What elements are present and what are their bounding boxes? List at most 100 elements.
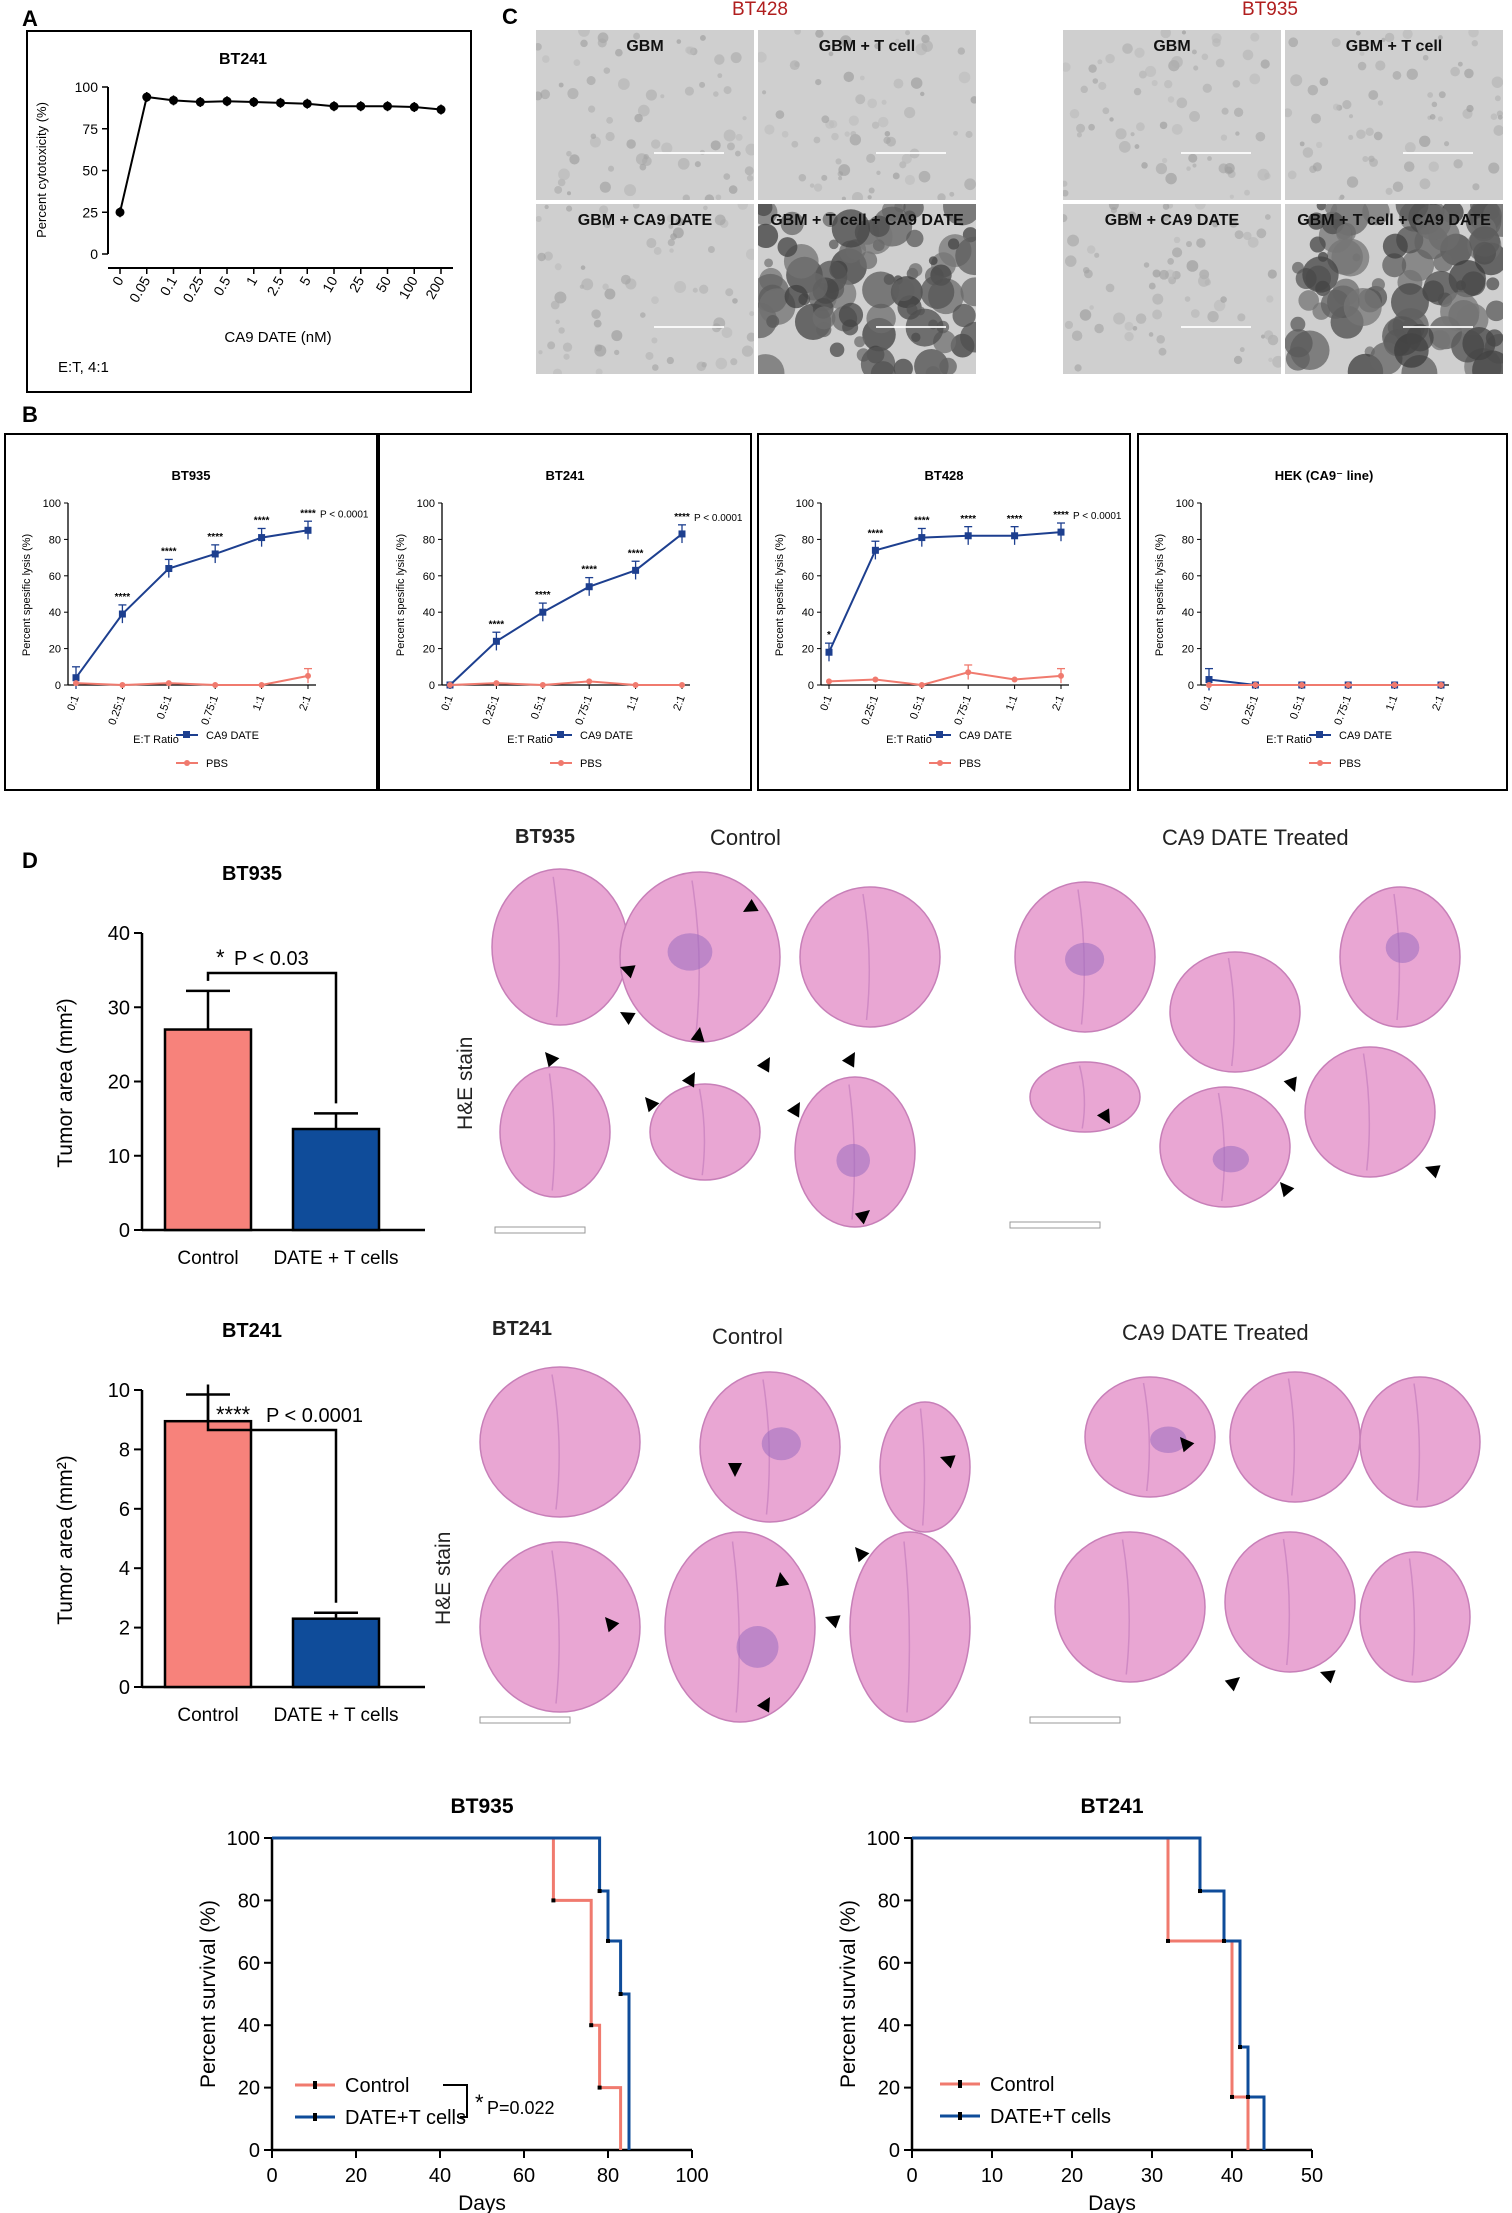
cell-blob xyxy=(1144,65,1157,78)
cell-blob xyxy=(762,90,767,95)
chart-b2-point xyxy=(492,637,500,645)
chart-b1: BT935 0 20 40 60 80 100 Percent spesific lysis … xyxy=(21,468,369,770)
cell-blob xyxy=(1152,309,1163,320)
cell-blob xyxy=(578,30,590,37)
chart-b3-xtick-label: 0.5:1 xyxy=(908,694,928,721)
bt935-micrograph-1: GBM + T cell xyxy=(1285,30,1503,200)
cell-blob xyxy=(1220,134,1228,141)
cell-blob xyxy=(646,238,657,249)
bt241-trt-arrowhead xyxy=(1320,1670,1336,1684)
cell-blob xyxy=(821,174,828,181)
bt935-condition-label: GBM + CA9 DATE xyxy=(1104,212,1240,229)
cell-blob xyxy=(684,86,694,96)
chart-b1-series-line xyxy=(75,529,309,679)
cell-blob xyxy=(1076,123,1086,133)
chart-b4-point xyxy=(1298,682,1305,688)
chart-b1-xtick-label: 0.75:1 xyxy=(199,694,221,727)
chart-b1-xlabel: E:T Ratio xyxy=(133,734,179,746)
cell-blob xyxy=(813,183,823,192)
cell-blob xyxy=(741,345,754,357)
cell-blob xyxy=(1485,300,1503,322)
cell-blob xyxy=(838,176,843,181)
cell-blob xyxy=(1194,204,1206,210)
cell-blob xyxy=(1115,128,1127,140)
chart-d1-bar xyxy=(291,1127,381,1232)
chart-b2-xtick-label: 0.5:1 xyxy=(529,694,549,721)
bt241-trt-tissue-section xyxy=(1084,1376,1216,1498)
chart-s1-series-line xyxy=(272,1836,631,2150)
bt241-ctrl-midline xyxy=(919,1408,926,1526)
cell-blob xyxy=(730,358,738,366)
bt935-trt-tissue-section xyxy=(1169,951,1301,1073)
cell-blob xyxy=(1264,214,1271,220)
bt935-ctrl-arrowhead xyxy=(786,1102,800,1118)
cell-blob xyxy=(650,139,661,149)
chart-d2-ytick-label: 8 xyxy=(119,1439,130,1461)
cell-blob xyxy=(713,91,719,97)
chart-b2-significance: **** xyxy=(581,565,597,576)
bt241-trt-tissue-section xyxy=(1229,1371,1361,1503)
cell-blob xyxy=(669,248,674,253)
chart-b1-point xyxy=(165,565,173,573)
chart-s2-xtick-label: 30 xyxy=(1141,2165,1163,2187)
cell-blob xyxy=(1218,163,1229,174)
cell-blob xyxy=(536,215,542,223)
cell-blob xyxy=(1124,331,1134,342)
cell-blob xyxy=(952,303,976,328)
cell-blob xyxy=(694,161,701,168)
chart-a-ylabel: Percent cytotoxicity (%) xyxy=(34,102,49,238)
chart-b3-ytick-label: 60 xyxy=(802,571,814,583)
chart-a-point xyxy=(356,101,366,111)
cell-blob xyxy=(893,358,913,374)
bt935-ctrl-arrowhead xyxy=(756,1057,770,1073)
cell-blob xyxy=(821,115,830,124)
chart-d2-ytick-label: 4 xyxy=(119,1558,130,1580)
cell-blob xyxy=(1229,194,1234,199)
cell-blob xyxy=(1192,163,1197,168)
cell-blob xyxy=(1185,241,1193,248)
cell-blob xyxy=(554,185,563,194)
cell-blob xyxy=(1167,96,1175,103)
cell-blob xyxy=(1141,162,1148,169)
chart-b3-xtick-label: 0:1 xyxy=(818,694,835,712)
bt935-trt-scale-bar xyxy=(1009,1221,1101,1229)
cell-blob xyxy=(849,134,862,146)
panel-letter-b: B xyxy=(22,402,38,427)
chart-s2-xtick-label: 10 xyxy=(981,2165,1003,2187)
cell-blob xyxy=(1233,107,1244,117)
cell-blob xyxy=(1343,288,1382,327)
histo-row1-treated-label: CA9 DATE Treated xyxy=(1162,825,1349,850)
cell-blob xyxy=(589,136,601,148)
bt935-ctrl-tissue-section xyxy=(799,886,941,1028)
chart-b2-point xyxy=(632,682,639,688)
cell-blob xyxy=(540,89,551,100)
chart-s2-censor-mark xyxy=(1166,1938,1170,1943)
cell-blob xyxy=(1064,320,1074,330)
cell-blob xyxy=(758,223,779,249)
cell-blob xyxy=(1186,260,1199,272)
cell-blob xyxy=(1362,204,1390,226)
cell-blob xyxy=(1272,355,1281,368)
cell-blob xyxy=(637,104,650,117)
cell-blob xyxy=(1162,204,1170,210)
bt935-ctrl-tumor-region xyxy=(836,1143,871,1177)
chart-b3-point xyxy=(872,676,879,683)
chart-b2-point xyxy=(585,583,593,591)
cell-blob xyxy=(562,342,573,352)
cell-blob xyxy=(602,283,609,291)
bt241-ctrl-arrowhead xyxy=(605,1617,620,1633)
chart-s2-xtick-label: 40 xyxy=(1221,2165,1243,2187)
cell-blob xyxy=(1485,329,1503,347)
chart-a-ytick-label: 0 xyxy=(90,246,98,262)
histo-row2-treated-label: CA9 DATE Treated xyxy=(1122,1320,1309,1345)
cell-blob xyxy=(642,156,652,166)
chart-b3-ylabel: Percent spesific lysis (%) xyxy=(774,534,786,656)
cell-blob xyxy=(828,51,834,57)
bt241-trt-scale-bar xyxy=(1029,1716,1121,1724)
chart-a-xtick-label: 25 xyxy=(346,273,368,295)
chart-s1-ytick-label: 40 xyxy=(238,2015,260,2037)
cell-blob xyxy=(1331,38,1341,48)
bt428-micrograph-texture xyxy=(536,30,754,200)
bt241-ctrl-arrowhead xyxy=(855,1547,870,1563)
cell-blob xyxy=(1172,247,1183,258)
